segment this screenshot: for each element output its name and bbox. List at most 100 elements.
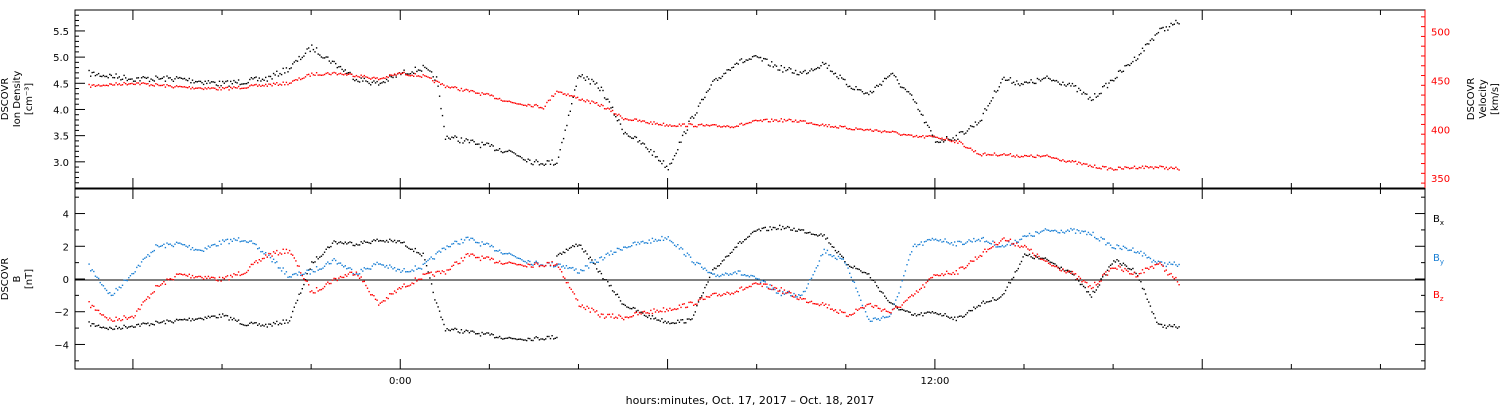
density-point [424,66,426,69]
density-point [581,74,583,76]
density-point [115,73,117,75]
bx-point [993,299,996,301]
bx-point [304,279,307,281]
bx-point [982,300,984,302]
by-point [242,240,245,242]
velocity-point [378,78,380,81]
bz-point [616,317,619,319]
velocity-point [132,83,135,85]
by-point [448,246,450,248]
by-point [483,243,485,245]
velocity-point [699,123,701,126]
bz-point [241,273,243,276]
velocity-point [1041,155,1043,157]
by-point [756,278,759,280]
density-point [984,108,986,110]
bx-point [987,301,989,303]
bz-point [1073,273,1075,275]
bx-point [265,323,267,326]
velocity-point [914,135,916,138]
bx-point [339,241,342,243]
density-point [777,69,779,71]
bz-point [97,309,100,312]
velocity-point [158,84,160,87]
bx-point [171,321,173,323]
bx-point [287,322,289,324]
bz-point [319,289,321,291]
by-point [721,273,724,276]
velocity-point [198,87,200,89]
bx-point [588,258,590,260]
velocity-point [919,135,921,138]
velocity-point [97,84,100,86]
bx-point [907,311,910,313]
by-point [424,262,426,265]
bz-point [444,273,447,275]
by-point [511,254,513,256]
by-point [611,253,614,255]
bx-point [1095,289,1097,291]
by-point [836,258,838,261]
bz-point [495,261,498,264]
by-point [395,270,397,272]
bz-point [699,298,701,300]
bx-point [338,241,340,244]
density-point [1175,19,1177,22]
density-point [1025,81,1027,83]
velocity-point [182,86,184,88]
bx-point [788,226,790,229]
bz-point [420,278,423,280]
bz-point [1156,263,1158,266]
velocity-point [681,123,684,125]
velocity-point [834,125,837,128]
bz-point [871,305,873,308]
bz-point [839,309,841,311]
density-point [198,80,200,82]
density-point [728,69,730,71]
density-point [1164,30,1166,32]
bx-point [300,292,302,294]
bz-point [1046,260,1048,262]
density-point [454,135,456,137]
density-point [837,77,840,80]
by-point [872,317,875,320]
density-point [627,135,630,137]
bx-point [368,242,370,244]
bx-point [666,322,668,324]
legend-subscript: x [1440,219,1444,227]
bx-point [506,337,509,339]
density-point [820,65,822,67]
by-point [815,267,817,269]
bx-point [906,310,908,312]
bx-point [685,322,687,324]
bz-point [629,316,631,318]
velocity-point [871,130,873,132]
bx-point [311,261,313,263]
b-tick-label: 4 [63,210,69,221]
velocity-point [670,125,673,127]
bz-point [107,319,109,321]
bz-point [470,253,472,255]
velocity-point [763,119,765,121]
by-point [414,265,416,267]
bx-point [901,308,903,311]
velocity-point [734,126,736,128]
velocity-point [1159,165,1161,167]
density-point [810,68,813,70]
bz-point [300,272,302,274]
by-point [1065,230,1067,233]
velocity-point [1178,169,1180,171]
density-point [1030,79,1032,81]
bz-point [607,313,609,316]
density-point [605,98,607,101]
bx-point [989,300,991,303]
velocity-point [295,79,297,81]
density-point [406,73,408,75]
by-point [576,272,579,274]
density-point [1140,52,1142,55]
by-point [809,279,811,281]
bx-point [252,322,254,325]
density-point [699,102,701,104]
bx-point [312,261,315,264]
density-point [90,75,92,77]
